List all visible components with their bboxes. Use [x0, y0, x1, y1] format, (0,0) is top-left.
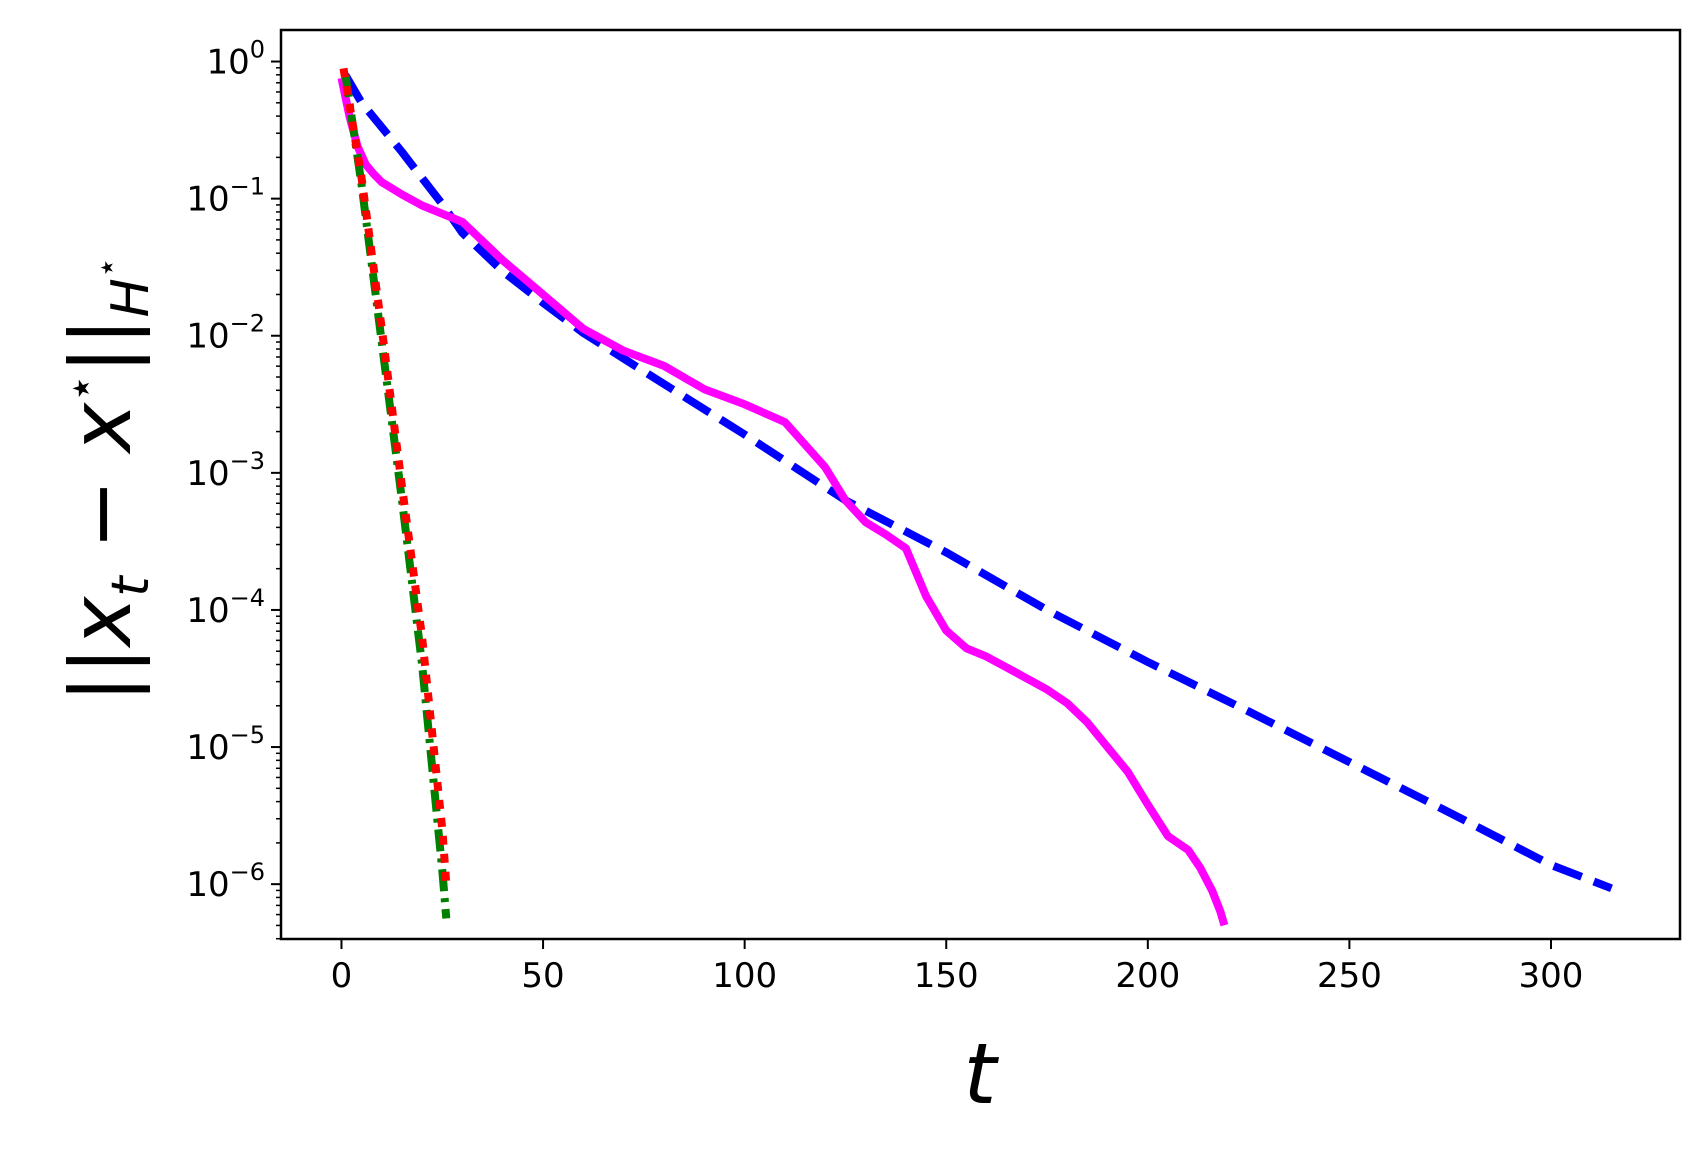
svg-text:||xt − x⋆||H⋆: ||xt − x⋆||H⋆ — [52, 257, 161, 703]
y-title-t-subscript: t — [101, 575, 161, 597]
series-layer — [337, 67, 1613, 927]
x-tick-label: 300 — [1519, 956, 1584, 996]
y-tick-label: 10−6 — [186, 858, 265, 905]
y-tick-label: 10−2 — [186, 310, 265, 357]
y-tick-label: 10−1 — [186, 173, 265, 220]
y-tick-label: 10−5 — [186, 721, 265, 768]
y-title-bars-left: || — [52, 646, 150, 703]
series-line-4 — [339, 67, 451, 885]
series-line-2 — [337, 77, 1229, 927]
y-tick-label: 10−3 — [186, 447, 265, 494]
x-axis-title: t — [964, 1025, 1000, 1123]
y-tick-label: 10−4 — [186, 584, 265, 631]
y-tick-label: 100 — [206, 36, 265, 83]
x-tick-label: 150 — [914, 956, 979, 996]
y-title-star: ⋆ — [53, 374, 107, 403]
y-axis-title: ||xt − x⋆||H⋆ — [52, 257, 161, 703]
x-tick-label: 200 — [1115, 956, 1180, 996]
x-tick-label: 50 — [521, 956, 564, 996]
x-tick-label: 0 — [331, 956, 353, 996]
x-axis: 0 50 100 150 200 250 300 — [331, 939, 1584, 996]
y-title-bars-right: || — [52, 317, 150, 374]
series-line-3 — [341, 74, 451, 919]
y-title-H-star: ⋆ — [87, 257, 127, 278]
y-title-x: x — [52, 595, 150, 649]
x-tick-label: 100 — [712, 956, 777, 996]
plot-frame — [279, 28, 1682, 941]
x-tick-label: 250 — [1317, 956, 1382, 996]
y-title-minus: − — [52, 453, 150, 577]
y-axis: 100 10−1 10−2 10−3 10−4 10−5 10−6 — [186, 36, 281, 940]
y-title-x-star: x — [52, 402, 150, 456]
y-title-H-subscript: H — [101, 278, 161, 317]
series-line-1 — [342, 73, 1613, 893]
